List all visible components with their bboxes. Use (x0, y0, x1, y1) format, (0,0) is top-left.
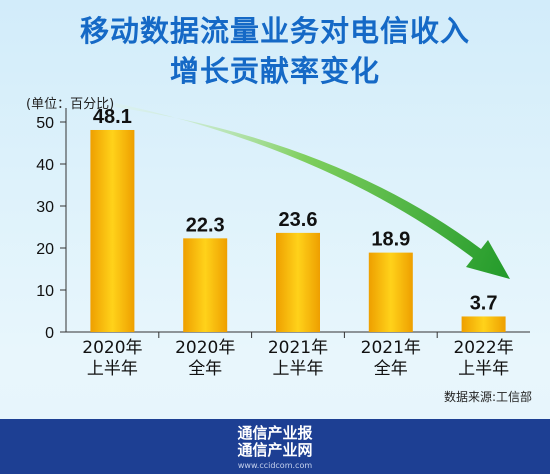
trend-arrow (115, 103, 510, 279)
y-tick-label: 20 (36, 241, 54, 258)
x-tick-label: 上半年 (458, 359, 509, 379)
value-label: 22.3 (186, 214, 225, 236)
data-source: 数据来源:工信部 (443, 390, 532, 404)
footer-brand-line2: 通信产业网 (237, 441, 313, 459)
unit-label: (单位：百分比) (26, 97, 115, 112)
bar (90, 129, 135, 332)
value-label: 23.6 (279, 209, 318, 231)
x-tick-label: 上半年 (87, 359, 138, 379)
y-tick-label: 50 (36, 115, 54, 132)
x-tick-label: 全年 (188, 359, 222, 379)
x-tick-label: 上半年 (273, 359, 324, 379)
bar (461, 316, 506, 332)
bar (276, 232, 320, 332)
footer-brand-line1: 通信产业报 (237, 424, 313, 442)
x-tick-label: 全年 (374, 359, 408, 379)
x-tick-label: 2022年 (453, 338, 513, 358)
bar (368, 252, 413, 332)
x-tick-label: 2021年 (361, 338, 421, 358)
footer-brand: 通信产业报 通信产业网 (0, 425, 550, 459)
y-tick-label: 40 (36, 157, 54, 174)
bar (183, 238, 228, 332)
x-tick-label: 2020年 (175, 338, 235, 358)
value-label: 3.7 (470, 292, 498, 314)
footer-banner: 通信产业报 通信产业网 www.ccidcom.com (0, 419, 550, 474)
value-label: 18.9 (371, 229, 410, 251)
value-label: 48.1 (93, 106, 132, 128)
x-tick-label: 2021年 (268, 338, 328, 358)
chart-title-line2: 增长贡献率变化 (169, 56, 380, 88)
footer-url: www.ccidcom.com (237, 461, 313, 470)
y-tick-label: 10 (36, 283, 54, 300)
y-tick-label: 0 (45, 325, 54, 342)
x-tick-label: 2020年 (82, 338, 142, 358)
chart-title-line1: 移动数据流量业务对电信收入 (79, 16, 470, 48)
y-tick-label: 30 (36, 199, 54, 216)
